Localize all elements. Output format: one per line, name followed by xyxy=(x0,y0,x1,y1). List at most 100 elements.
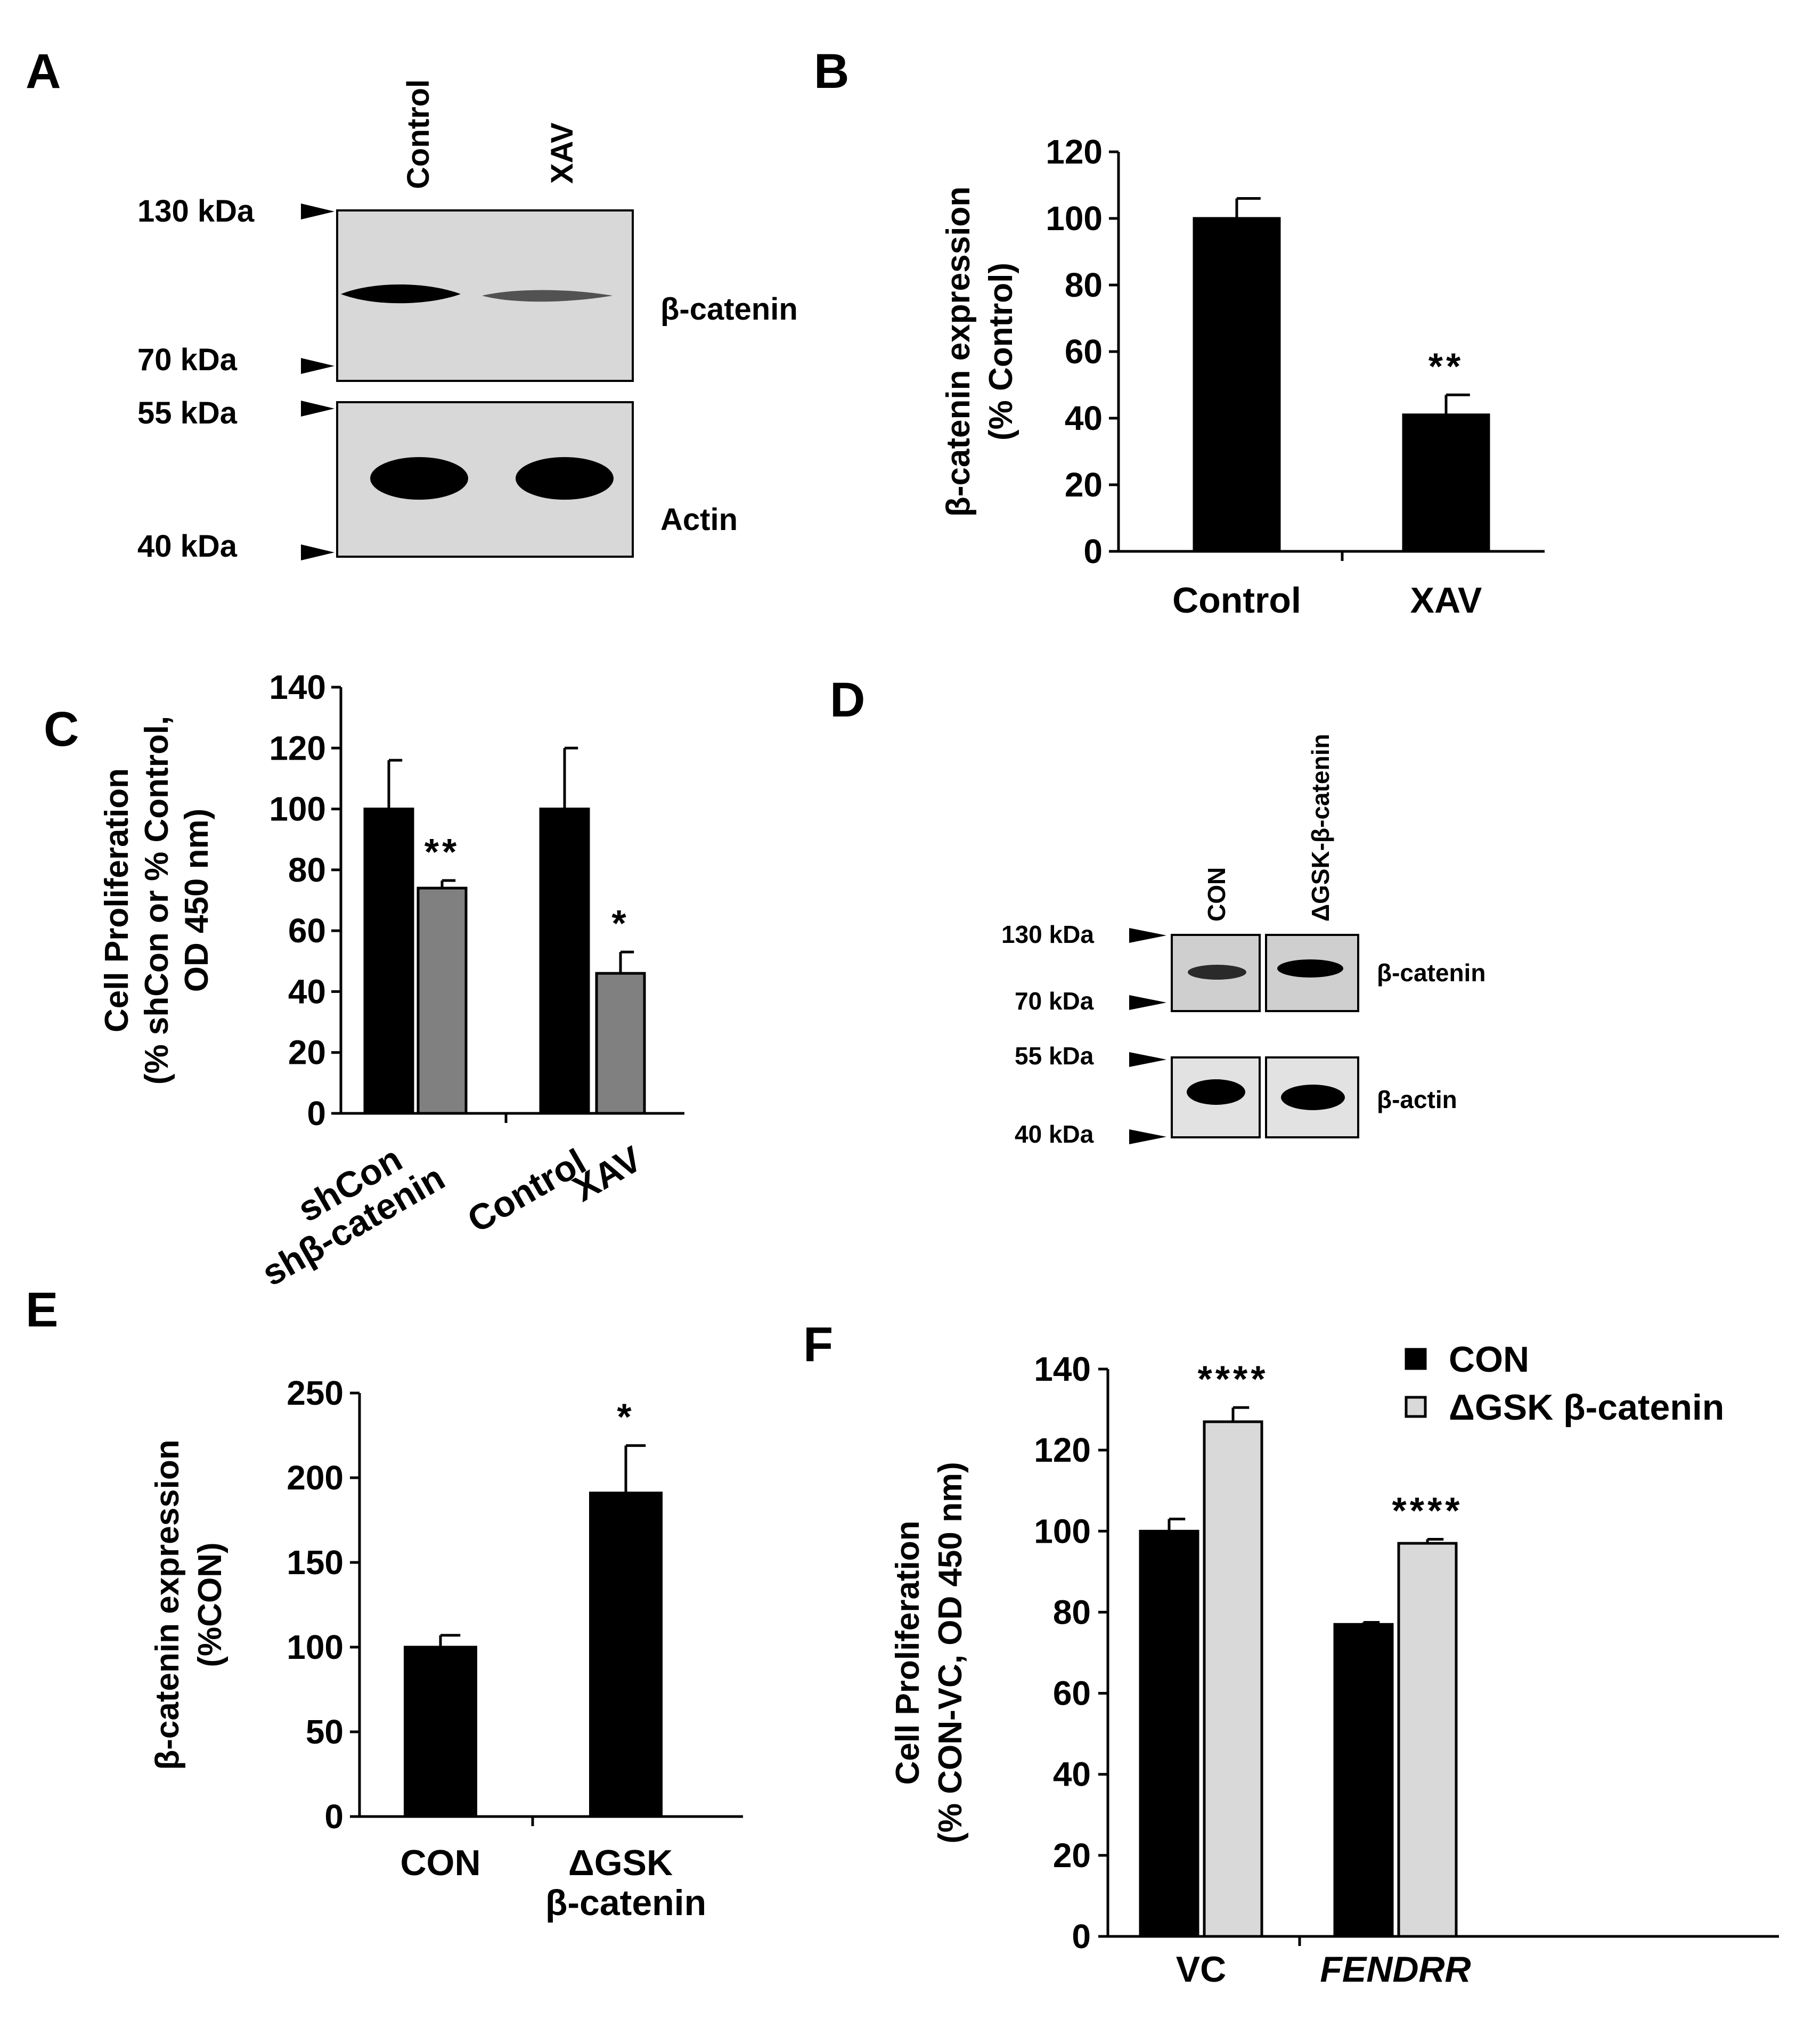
marker-d-55kda: 55 kDa xyxy=(1015,1042,1094,1070)
y-tick-label: 0 xyxy=(1072,1917,1091,1956)
y-axis-label: (% Control) xyxy=(983,263,1019,441)
significance-marker: * xyxy=(611,902,629,944)
marker-arrow-55 xyxy=(301,401,334,417)
bar xyxy=(417,886,468,1115)
bar xyxy=(1203,1420,1263,1938)
panel-label-b: B xyxy=(814,44,849,99)
legend-label: ΔGSK β-catenin xyxy=(1449,1387,1724,1428)
x-category-label: ΔGSK xyxy=(568,1843,673,1883)
y-axis-label: OD 450 nm) xyxy=(178,809,215,992)
marker-d-arrow-55 xyxy=(1129,1052,1166,1067)
y-axis-label: (% CON-VC, OD 450 nm) xyxy=(932,1462,969,1844)
y-tick-label: 80 xyxy=(288,851,326,889)
bar xyxy=(1402,413,1490,553)
y-tick-label: 140 xyxy=(1034,1350,1091,1388)
panel-label-d: D xyxy=(830,673,865,727)
significance-marker: **** xyxy=(1392,1490,1463,1532)
y-tick-label: 40 xyxy=(1053,1755,1091,1794)
band-label-d-beta-catenin: β-catenin xyxy=(1377,959,1485,987)
significance-marker: * xyxy=(617,1396,634,1438)
y-tick-label: 150 xyxy=(287,1543,344,1582)
band-d-actin-con xyxy=(1187,1079,1245,1105)
lane-label-xav: XAV xyxy=(545,123,579,184)
band-label-beta-catenin: β-catenin xyxy=(660,292,798,327)
marker-130kda: 130 kDa xyxy=(137,194,255,229)
bar xyxy=(363,808,414,1115)
band-beta-catenin-xav xyxy=(482,290,613,302)
panel-label-f: F xyxy=(803,1317,833,1372)
legend-swatch xyxy=(1405,1396,1427,1418)
marker-55kda: 55 kDa xyxy=(137,396,238,430)
y-axis-label: (%CON) xyxy=(192,1542,228,1667)
marker-d-130kda: 130 kDa xyxy=(1001,921,1094,948)
x-category-label: XAV xyxy=(566,1138,649,1209)
y-axis-label: Cell Proliferation xyxy=(99,768,135,1032)
y-tick-label: 80 xyxy=(1053,1593,1091,1631)
y-tick-label: 20 xyxy=(1065,466,1103,504)
y-tick-label: 20 xyxy=(288,1033,326,1072)
panel-label-e: E xyxy=(26,1283,58,1337)
y-tick-label: 100 xyxy=(1034,1512,1091,1550)
x-category-label: FENDRR xyxy=(1320,1949,1471,1990)
y-tick-label: 40 xyxy=(1065,399,1103,437)
panel-label-a: A xyxy=(26,44,61,99)
significance-marker: ** xyxy=(425,831,460,873)
y-tick-label: 60 xyxy=(288,911,326,950)
marker-arrow-70 xyxy=(301,358,334,374)
legend-label: CON xyxy=(1449,1339,1529,1380)
marker-d-40kda: 40 kDa xyxy=(1015,1120,1094,1148)
y-tick-label: 200 xyxy=(287,1459,344,1497)
bar xyxy=(595,972,646,1115)
band-label-d-beta-actin: β-actin xyxy=(1377,1086,1457,1113)
x-category-label: β-catenin xyxy=(545,1883,706,1923)
marker-d-arrow-70 xyxy=(1129,995,1166,1010)
bar-chart-b: 0 20 40 60 80 100 120 β-catenin expression (% Co… xyxy=(940,133,1545,621)
y-tick-label: 250 xyxy=(287,1374,344,1412)
marker-40kda: 40 kDa xyxy=(137,529,238,564)
band-d-actin-dgsk xyxy=(1281,1085,1345,1110)
y-tick-label: 100 xyxy=(1046,199,1103,238)
bar xyxy=(1139,1529,1199,1938)
y-tick-label: 0 xyxy=(307,1094,326,1133)
y-tick-label: 120 xyxy=(269,729,326,767)
y-tick-label: 50 xyxy=(306,1713,344,1751)
marker-70kda: 70 kDa xyxy=(137,343,238,377)
y-tick-label: 0 xyxy=(324,1797,344,1836)
marker-d-arrow-130 xyxy=(1129,928,1166,943)
western-blot-a: Control XAV 130 kDa 70 kDa 55 kDa 40 kDa… xyxy=(137,79,798,564)
x-category-label: CON xyxy=(400,1843,480,1883)
bar-chart-c: 0 20 40 60 80 100 120 140 Cell Proliferation (% s… xyxy=(99,668,684,1294)
band-d-catenin-con xyxy=(1188,965,1246,980)
band-actin-control xyxy=(370,457,468,500)
lane-label-dgsk: ΔGSK-β-catenin xyxy=(1307,734,1334,922)
x-category-label: VC xyxy=(1176,1949,1226,1990)
y-tick-label: 100 xyxy=(269,790,326,828)
x-category-label: XAV xyxy=(1410,580,1482,621)
marker-d-70kda: 70 kDa xyxy=(1015,987,1094,1015)
band-d-catenin-dgsk xyxy=(1277,959,1343,978)
y-axis-label: β-catenin expression xyxy=(940,186,977,517)
y-tick-label: 60 xyxy=(1065,332,1103,371)
band-beta-catenin-control xyxy=(341,284,461,304)
bar-chart-e: 0 50 100 150 200 250 β-catenin expression (%CON… xyxy=(149,1374,743,1923)
y-tick-label: 0 xyxy=(1083,532,1103,571)
y-tick-label: 140 xyxy=(269,668,326,706)
x-category-label: Control xyxy=(1172,580,1301,621)
y-tick-label: 120 xyxy=(1046,133,1103,171)
y-tick-label: 40 xyxy=(288,972,326,1011)
band-actin-xav xyxy=(516,457,614,500)
y-tick-label: 20 xyxy=(1053,1836,1091,1875)
significance-marker: **** xyxy=(1198,1358,1269,1399)
y-axis-label: β-catenin expression xyxy=(149,1439,186,1770)
bar xyxy=(539,808,590,1115)
bar xyxy=(1397,1542,1458,1938)
blot-membrane-d-actin-con xyxy=(1171,1056,1261,1138)
x-category-label: Control xyxy=(461,1141,592,1241)
y-tick-label: 100 xyxy=(287,1628,344,1666)
y-tick-label: 80 xyxy=(1065,266,1103,304)
y-axis-label: (% shCon or % Control, xyxy=(138,716,175,1085)
band-label-actin: Actin xyxy=(660,502,738,537)
bar xyxy=(1193,217,1281,553)
y-tick-label: 60 xyxy=(1053,1674,1091,1713)
